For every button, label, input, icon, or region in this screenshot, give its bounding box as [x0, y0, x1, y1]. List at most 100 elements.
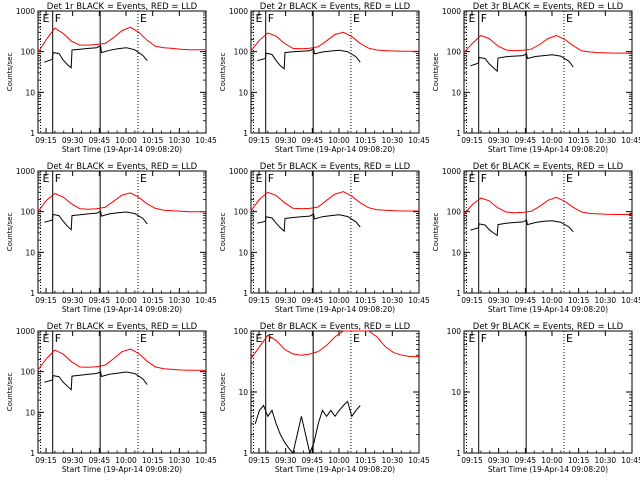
y-tick-label: 1: [243, 289, 248, 298]
y-tick-label: 10: [451, 248, 461, 257]
events-series-line: [44, 210, 148, 231]
x-tick-label: 09:45: [515, 136, 537, 145]
event-marker-label: E: [43, 172, 50, 185]
detector-panel: Det 2r BLACK = Events, RED = LLD Counts/s…: [219, 2, 430, 154]
y-tick-label: 100: [21, 48, 36, 57]
lld-series-line: [37, 192, 206, 213]
event-marker-label: F: [481, 12, 487, 25]
y-tick-label: 1: [456, 289, 461, 298]
y-tick-label: 100: [234, 327, 249, 336]
y-axis-label: Counts/sec: [6, 373, 14, 412]
events-series-line: [44, 370, 148, 391]
x-tick-label: 09:30: [488, 456, 510, 465]
x-tick-label: 10:00: [115, 456, 137, 465]
x-tick-label: 10:15: [355, 456, 377, 465]
x-tick-label: 10:00: [541, 136, 563, 145]
y-tick-label: 1000: [16, 7, 35, 16]
x-tick-label: 10:15: [355, 136, 377, 145]
x-tick-label: 10:30: [595, 296, 617, 305]
y-tick-label: 1000: [229, 167, 248, 176]
event-marker-label: E: [566, 12, 573, 25]
event-marker-label: F: [268, 172, 274, 185]
x-axis-label: Start Time (19-Apr-14 09:08:20): [488, 305, 608, 314]
y-tick-label: 100: [21, 368, 36, 377]
y-tick-label: 1000: [16, 327, 35, 336]
x-tick-label: 09:15: [461, 296, 483, 305]
y-tick-label: 1000: [229, 7, 248, 16]
event-marker-label: E: [140, 172, 147, 185]
event-marker-label: E: [140, 332, 147, 345]
lld-series-line: [463, 34, 632, 54]
x-tick-label: 10:00: [541, 296, 563, 305]
chart-title: Det 9r BLACK = Events, RED = LLD: [473, 322, 624, 332]
x-axis-label: Start Time (19-Apr-14 09:08:20): [275, 305, 395, 314]
plot-frame: [463, 10, 633, 134]
x-tick-label: 10:15: [568, 296, 590, 305]
x-tick-label: 09:30: [275, 136, 297, 145]
x-tick-label: 10:15: [568, 136, 590, 145]
x-tick-label: 10:30: [169, 136, 191, 145]
chart-title: Det 7r BLACK = Events, RED = LLD: [47, 322, 198, 332]
x-tick-label: 09:30: [275, 456, 297, 465]
x-tick-label: 10:30: [382, 456, 404, 465]
event-marker-label: E: [566, 172, 573, 185]
x-tick-label: 10:30: [382, 296, 404, 305]
event-marker-label: E: [566, 332, 573, 345]
chart-title: Det 4r BLACK = Events, RED = LLD: [47, 162, 198, 172]
x-axis-label: Start Time (19-Apr-14 09:08:20): [275, 145, 395, 154]
x-axis-label: Start Time (19-Apr-14 09:08:20): [488, 145, 608, 154]
y-tick-label: 100: [234, 48, 249, 57]
x-tick-label: 09:30: [275, 296, 297, 305]
x-tick-label: 10:15: [568, 456, 590, 465]
chart-title: Det 3r BLACK = Events, RED = LLD: [473, 2, 624, 12]
x-tick-label: 10:30: [169, 456, 191, 465]
event-marker-label: E: [256, 332, 263, 345]
event-marker-label: E: [353, 172, 360, 185]
x-tick-label: 09:45: [302, 296, 324, 305]
x-tick-label: 10:00: [541, 456, 563, 465]
x-tick-label: 09:15: [248, 456, 270, 465]
events-series-line: [470, 219, 574, 237]
chart-title: Det 5r BLACK = Events, RED = LLD: [260, 162, 411, 172]
x-tick-label: 09:15: [35, 296, 57, 305]
detector-panel: Det 3r BLACK = Events, RED = LLD Counts/s…: [432, 2, 640, 154]
x-tick-label: 09:15: [248, 296, 270, 305]
chart-title: Det 6r BLACK = Events, RED = LLD: [473, 162, 624, 172]
lld-series-line: [37, 348, 206, 371]
event-marker-label: E: [43, 12, 50, 25]
x-tick-label: 10:30: [169, 296, 191, 305]
x-tick-label: 10:45: [195, 136, 217, 145]
events-series-line: [470, 53, 574, 73]
y-tick-label: 1: [243, 129, 248, 138]
y-tick-label: 1: [30, 449, 35, 458]
event-marker-label: F: [481, 332, 487, 345]
x-tick-label: 10:45: [408, 296, 430, 305]
x-tick-label: 10:30: [382, 136, 404, 145]
x-tick-label: 09:30: [488, 296, 510, 305]
x-tick-label: 10:15: [355, 296, 377, 305]
y-tick-label: 1: [456, 129, 461, 138]
event-marker-label: E: [353, 12, 360, 25]
plot-frame: [37, 330, 207, 454]
x-tick-label: 09:30: [62, 136, 84, 145]
y-tick-label: 10: [451, 388, 461, 397]
x-tick-label: 10:45: [195, 296, 217, 305]
y-tick-label: 10: [451, 88, 461, 97]
y-tick-label: 100: [234, 208, 249, 217]
x-tick-label: 10:45: [621, 456, 640, 465]
events-series-line: [44, 44, 148, 69]
x-axis-label: Start Time (19-Apr-14 09:08:20): [488, 465, 608, 474]
x-tick-label: 10:30: [595, 136, 617, 145]
y-axis-label: Counts/sec: [219, 213, 227, 252]
x-tick-label: 09:15: [461, 456, 483, 465]
x-tick-label: 09:15: [35, 456, 57, 465]
x-tick-label: 10:00: [328, 136, 350, 145]
event-marker-label: F: [481, 172, 487, 185]
detector-panel: Det 8r BLACK = Events, RED = LLD Counts/s…: [219, 322, 430, 474]
y-tick-label: 1: [30, 289, 35, 298]
events-series-line: [257, 47, 361, 70]
x-tick-label: 09:15: [248, 136, 270, 145]
chart-title: Det 8r BLACK = Events, RED = LLD: [260, 322, 411, 332]
event-marker-label: E: [256, 172, 263, 185]
event-marker-label: E: [469, 332, 476, 345]
